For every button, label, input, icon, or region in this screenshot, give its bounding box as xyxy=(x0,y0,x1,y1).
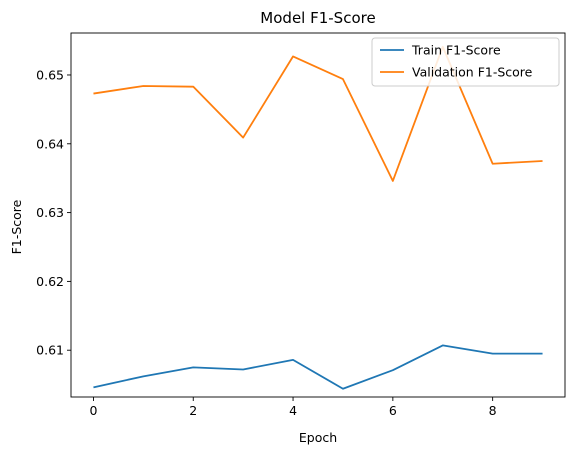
x-tick-label: 0 xyxy=(89,403,97,418)
y-tick-label: 0.64 xyxy=(36,136,64,151)
x-tick-label: 8 xyxy=(489,403,497,418)
plot-frame xyxy=(70,32,566,398)
plot-area xyxy=(70,32,566,398)
legend: Train F1-Score Validation F1-Score xyxy=(371,37,560,87)
y-tick-label: 0.61 xyxy=(36,343,64,358)
chart-title: Model F1-Score xyxy=(260,9,375,27)
y-tick-label: 0.65 xyxy=(36,67,64,82)
x-axis: 0 2 4 6 8 xyxy=(89,397,497,418)
x-tick-label: 2 xyxy=(189,403,197,418)
legend-label: Train F1-Score xyxy=(411,43,501,58)
y-tick-label: 0.62 xyxy=(36,274,64,289)
legend-label: Validation F1-Score xyxy=(412,65,533,80)
y-tick-label: 0.63 xyxy=(36,205,64,220)
series-layer xyxy=(93,45,543,390)
series-line-validation-f1-score xyxy=(93,45,543,182)
x-tick-label: 4 xyxy=(289,403,297,418)
y-axis: 0.61 0.62 0.63 0.64 0.65 xyxy=(36,67,71,358)
x-axis-label: Epoch xyxy=(299,430,337,445)
series-line-train-f1-score xyxy=(93,344,543,390)
legend-box xyxy=(371,37,560,87)
y-axis-label: F1-Score xyxy=(9,199,24,254)
x-tick-label: 6 xyxy=(389,403,397,418)
